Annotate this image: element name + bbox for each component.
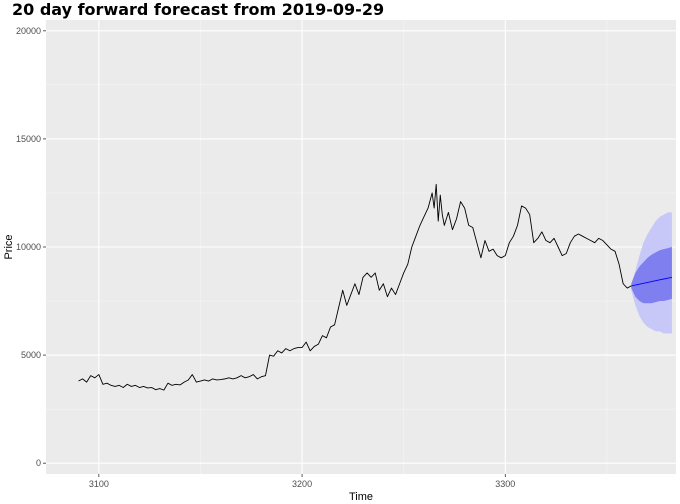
- forecast-bands: [631, 212, 672, 334]
- y-axis-title: Price: [3, 234, 15, 259]
- y-tick-label: 10000: [16, 242, 41, 252]
- x-tick-label: 3300: [495, 479, 515, 489]
- x-axis-title: Time: [349, 491, 373, 503]
- tick-labels: 3100 3200 3300 0 5000 10000 15000 20000: [16, 26, 515, 489]
- forecast-mean-line: [631, 276, 673, 287]
- x-tick-label: 3100: [89, 479, 109, 489]
- y-tick-label: 0: [36, 458, 41, 468]
- observed-line: [78, 183, 632, 391]
- band-80pct: [631, 247, 672, 304]
- chart-title: 20 day forward forecast from 2019-09-29: [12, 0, 385, 19]
- y-tick-label: 20000: [16, 26, 41, 36]
- y-tick-label: 15000: [16, 134, 41, 144]
- axis-ticks: [43, 30, 506, 477]
- grid-major: [46, 20, 676, 474]
- series-lines: [78, 183, 673, 391]
- y-tick-label: 5000: [21, 350, 41, 360]
- x-tick-label: 3200: [292, 479, 312, 489]
